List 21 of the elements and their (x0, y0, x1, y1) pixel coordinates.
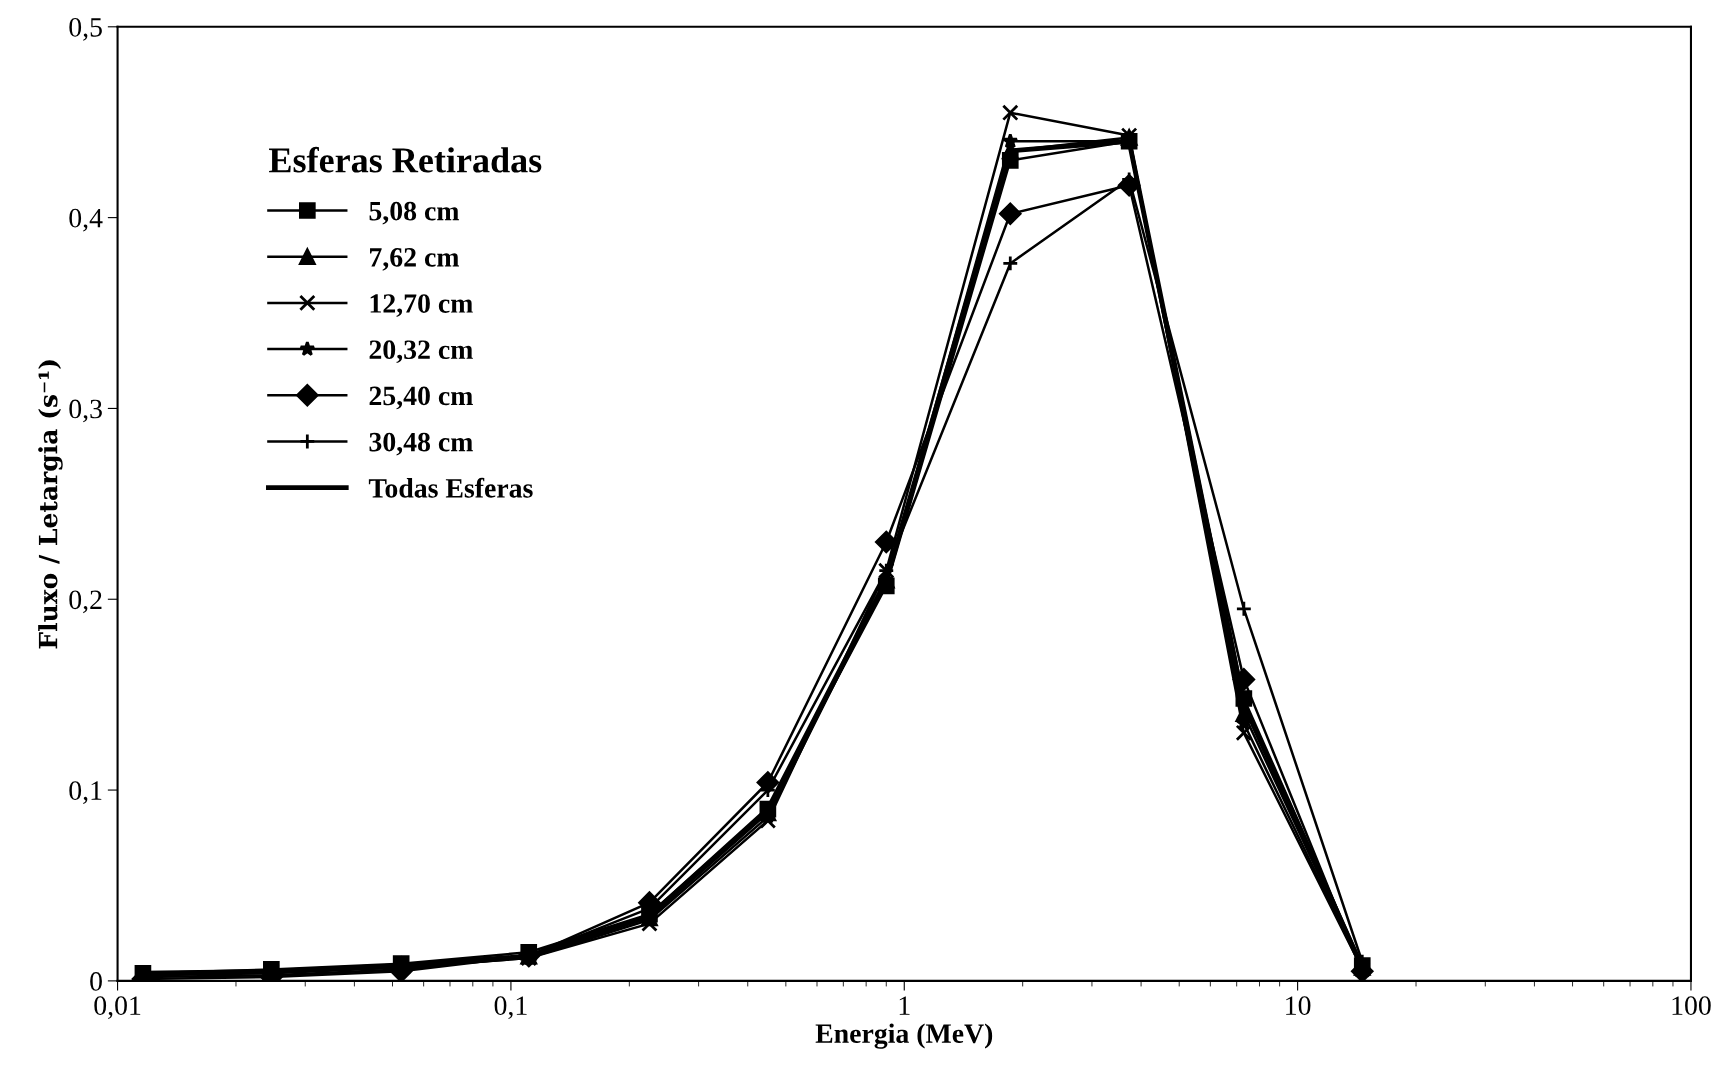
y-tick-label: 0,1 (69, 781, 102, 804)
x-axis-title: Energia (MeV) (815, 1023, 993, 1049)
y-tick-label: 0 (90, 972, 102, 991)
legend-label: 30,48 cm (369, 432, 473, 456)
legend-title: Esferas Retiradas (269, 146, 542, 173)
x-tick-label: 0,1 (494, 996, 527, 1020)
legend-label: 5,08 cm (369, 201, 459, 225)
x-tick-label: 100 (1672, 996, 1711, 1016)
y-axis-title: Fluxo / Letargia (s⁻¹) (38, 360, 63, 649)
legend-label: 12,70 cm (370, 294, 473, 317)
y-tick-label: 0,2 (69, 590, 102, 614)
legend-label: 7,62 cm (370, 248, 459, 271)
legend-label: 20,32 cm (369, 340, 473, 364)
x-tick-label: 1 (899, 996, 910, 1015)
y-tick-label: 0,3 (69, 399, 102, 423)
y-tick-label: 0,4 (69, 208, 103, 232)
y-tick-label: 0,5 (69, 17, 102, 41)
legend-label: 25,40 cm (369, 386, 473, 410)
legend-label: Todas Esferas (368, 477, 533, 498)
x-tick-label: 10 (1286, 996, 1311, 1016)
x-tick-label: 0,01 (94, 996, 141, 1020)
